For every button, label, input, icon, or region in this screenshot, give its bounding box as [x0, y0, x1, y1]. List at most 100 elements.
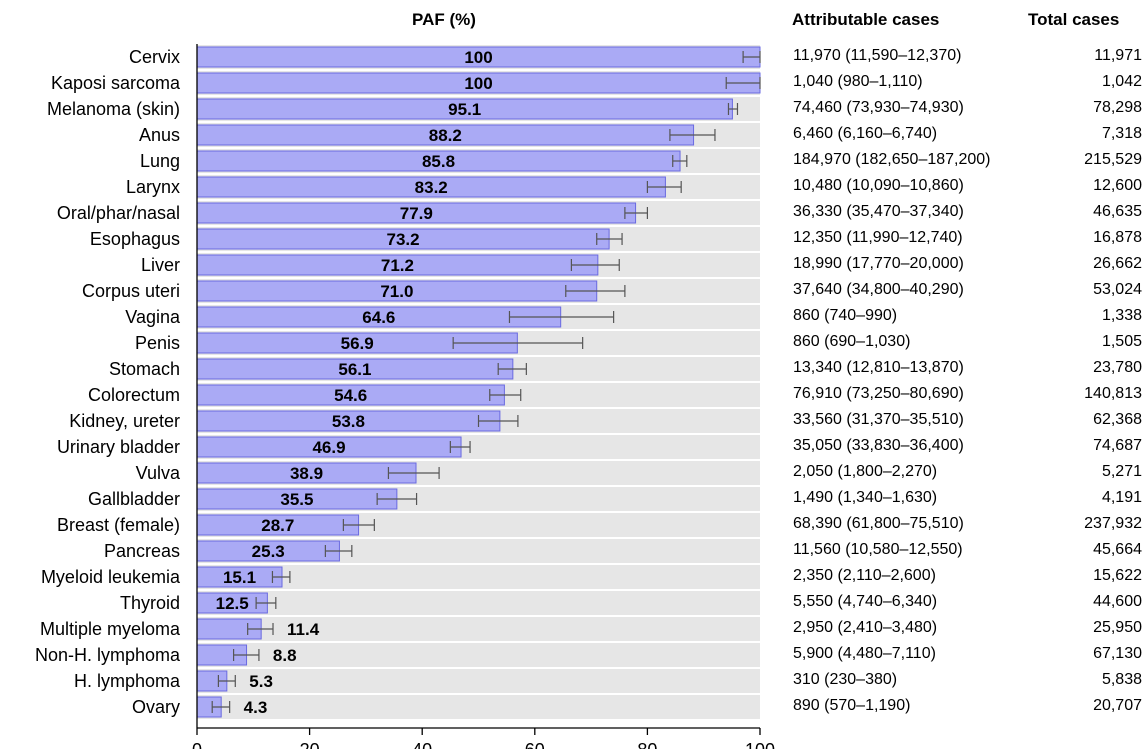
row-band [197, 695, 760, 719]
data-label: 5.3 [249, 672, 273, 691]
category-label: Stomach [109, 359, 180, 379]
total-cases-cell: 45,664 [1093, 541, 1142, 558]
attributable-cases-cell: 2,350 (2,110–2,600) [793, 567, 936, 584]
data-label: 56.1 [338, 360, 371, 379]
attributable-cases-cell: 2,050 (1,800–2,270) [793, 463, 938, 480]
table-row: 37,640 (34,800–40,290) 53,024 [0, 281, 1148, 307]
category-label: Kidney, ureter [69, 411, 180, 431]
category-label: Corpus uteri [82, 281, 180, 301]
table-row: 36,330 (35,470–37,340) 46,635 [0, 203, 1148, 229]
total-cases-cell: 1,338 [1101, 307, 1142, 324]
category-label: Ovary [132, 697, 180, 717]
total-cases-cell: 67,130 [1093, 645, 1142, 662]
data-label: 28.7 [261, 516, 294, 535]
attributable-cases-cell: 36,330 (35,470–37,340) [793, 203, 964, 220]
data-label: 8.8 [273, 646, 297, 665]
attributable-cases-cell: 1,040 (980–1,110) [793, 73, 923, 90]
total-cases-cell: 237,932 [1084, 515, 1142, 532]
row-band [197, 669, 760, 693]
total-cases-cell: 46,635 [1093, 203, 1142, 220]
data-label: 71.2 [381, 256, 414, 275]
x-tick-label: 100 [745, 740, 775, 749]
category-label: Gallbladder [88, 489, 180, 509]
data-label: 100 [464, 48, 492, 67]
table-row: 33,560 (31,370–35,510) 62,368 [0, 411, 1148, 437]
table-row: 68,390 (61,800–75,510) 237,932 [0, 515, 1148, 541]
category-label: Larynx [126, 177, 180, 197]
attributable-cases-cell: 18,990 (17,770–20,000) [793, 255, 964, 272]
paf-header: PAF (%) [412, 10, 476, 29]
table-row: 76,910 (73,250–80,690) 140,813 [0, 385, 1148, 411]
data-label: 15.1 [223, 568, 256, 587]
table-row: 74,460 (73,930–74,930) 78,298 [0, 99, 1148, 125]
category-label: Kaposi sarcoma [51, 73, 181, 93]
data-label: 54.6 [334, 386, 367, 405]
table-row: 13,340 (12,810–13,870) 23,780 [0, 359, 1148, 385]
total-cases-cell: 78,298 [1093, 99, 1142, 116]
attributable-cases-cell: 2,950 (2,410–3,480) [793, 619, 938, 636]
x-tick-label: 0 [192, 740, 202, 749]
data-label: 25.3 [252, 542, 285, 561]
attributable-cases-cell: 37,640 (34,800–40,290) [793, 281, 964, 298]
attributable-cases-cell: 11,970 (11,590–12,370) [793, 47, 962, 64]
attributable-cases-cell: 11,560 (10,580–12,550) [793, 541, 963, 558]
total-cases-cell: 15,622 [1093, 567, 1142, 584]
x-tick-label: 80 [637, 740, 657, 749]
attributable-cases-cell: 6,460 (6,160–6,740) [793, 125, 938, 142]
category-label: Colorectum [88, 385, 180, 405]
total-cases-cell: 1,042 [1101, 73, 1142, 90]
attributable-cases-header: Attributable cases [792, 10, 940, 29]
x-tick-label: 20 [300, 740, 320, 749]
data-label: 11.4 [287, 620, 320, 639]
data-label: 100 [464, 74, 492, 93]
total-cases-cell: 5,271 [1101, 463, 1142, 480]
category-label: Non-H. lymphoma [35, 645, 181, 665]
attributable-cases-cell: 12,350 (11,990–12,740) [793, 229, 963, 246]
table-row: 12,350 (11,990–12,740) 16,878 [0, 229, 1148, 255]
table-row: 11,970 (11,590–12,370) 11,971 [0, 47, 1148, 73]
data-label: 12.5 [216, 594, 249, 613]
data-label: 46.9 [312, 438, 345, 457]
data-label: 71.0 [380, 282, 413, 301]
total-cases-cell: 62,368 [1093, 411, 1142, 428]
table-row: 2,350 (2,110–2,600) 15,622 [0, 567, 1148, 593]
total-cases-cell: 23,780 [1093, 359, 1142, 376]
category-label: Anus [139, 125, 180, 145]
row-band [197, 565, 760, 589]
data-label: 56.9 [341, 334, 374, 353]
data-label: 73.2 [387, 230, 420, 249]
category-label: Multiple myeloma [40, 619, 181, 639]
data-label: 95.1 [448, 100, 481, 119]
attributable-cases-cell: 76,910 (73,250–80,690) [793, 385, 964, 402]
table-row: 5,900 (4,480–7,110) 67,130 [0, 645, 1148, 671]
table-row: 5,550 (4,740–6,340) 44,600 [0, 593, 1148, 619]
attributable-cases-cell: 1,490 (1,340–1,630) [793, 489, 938, 506]
total-cases-cell: 140,813 [1084, 385, 1142, 402]
data-label: 77.9 [400, 204, 433, 223]
attributable-cases-cell: 10,480 (10,090–10,860) [793, 177, 964, 194]
category-label: Lung [140, 151, 180, 171]
data-label: 64.6 [362, 308, 395, 327]
data-label: 83.2 [415, 178, 448, 197]
table-row: 6,460 (6,160–6,740) 7,318 [0, 125, 1148, 151]
category-label: Vulva [136, 463, 181, 483]
table-row: 184,970 (182,650–187,200) 215,529 [0, 151, 1148, 177]
attributable-cases-cell: 310 (230–380) [793, 671, 898, 688]
category-label: Penis [135, 333, 180, 353]
attributable-cases-cell: 74,460 (73,930–74,930) [793, 99, 964, 116]
row-band [197, 591, 760, 615]
total-cases-cell: 44,600 [1093, 593, 1142, 610]
category-label: Pancreas [104, 541, 180, 561]
x-tick-label: 40 [412, 740, 432, 749]
category-label: Cervix [129, 47, 180, 67]
data-label: 4.3 [244, 698, 268, 717]
table-row: 10,480 (10,090–10,860) 12,600 [0, 177, 1148, 203]
total-cases-cell: 74,687 [1093, 437, 1142, 454]
attributable-cases-cell: 890 (570–1,190) [793, 697, 911, 714]
table-row: 2,950 (2,410–3,480) 25,950 [0, 619, 1148, 645]
attributable-cases-cell: 5,900 (4,480–7,110) [793, 645, 936, 662]
table-row: 18,990 (17,770–20,000) 26,662 [0, 255, 1148, 281]
attributable-cases-cell: 184,970 (182,650–187,200) [793, 151, 991, 168]
total-cases-cell: 25,950 [1093, 619, 1142, 636]
total-cases-cell: 7,318 [1101, 125, 1142, 142]
